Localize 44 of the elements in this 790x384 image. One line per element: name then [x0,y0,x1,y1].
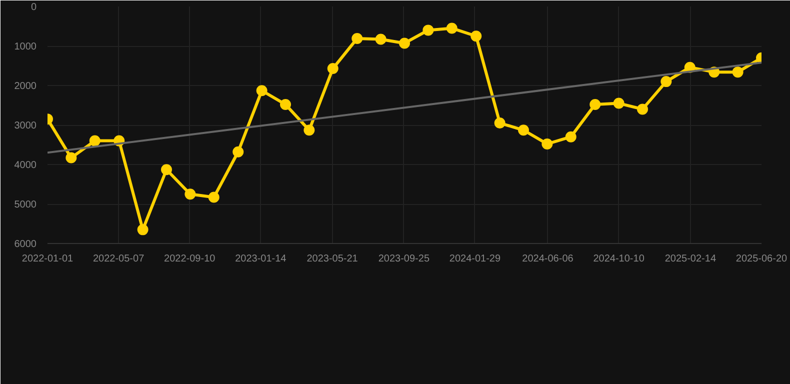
point [161,164,172,176]
y-tick-label: 0 [30,2,37,13]
point [137,224,148,236]
point [327,63,338,74]
x-tick-label: 2024-01-29 [449,254,502,264]
y-tick-label: 3000 [14,120,37,132]
point [613,98,624,109]
point [256,85,268,96]
point [542,138,553,150]
point [518,124,529,136]
x-tick-label: 2023-05-21 [306,254,358,264]
y-tick-label: 6000 [14,239,37,250]
point [352,33,363,44]
point [184,188,196,200]
y-tick-label: 2000 [14,81,37,92]
point [660,76,672,88]
x-tick-label: 2023-09-25 [378,254,430,264]
point [89,135,100,146]
x-tick-label: 2022-05-07 [92,254,145,264]
point [732,66,744,78]
y-tick-label: 4000 [14,160,37,171]
point [637,104,648,115]
point [208,192,220,203]
point [470,30,482,42]
x-tick-label: 2024-06-06 [522,254,574,264]
y-tick-label: 5000 [14,200,37,210]
point [66,152,77,164]
x-tick-label: 2022-01-01 [22,254,74,264]
point [422,24,434,36]
point [446,22,458,34]
point [494,118,506,129]
point [232,146,244,158]
x-tick-label: 2025-02-14 [664,254,716,264]
x-tick-label: 2023-01-14 [235,254,287,264]
point [375,34,386,45]
x-tick-label: 2024-10-10 [593,254,645,264]
point [280,98,291,110]
x-tick-label: 2025-06-20 [736,254,788,264]
point [590,98,601,110]
point [304,124,315,136]
y-tick-label: 1000 [14,42,37,52]
x-tick-label: 2022-09-10 [164,254,216,264]
point [565,131,576,142]
point [399,38,410,49]
